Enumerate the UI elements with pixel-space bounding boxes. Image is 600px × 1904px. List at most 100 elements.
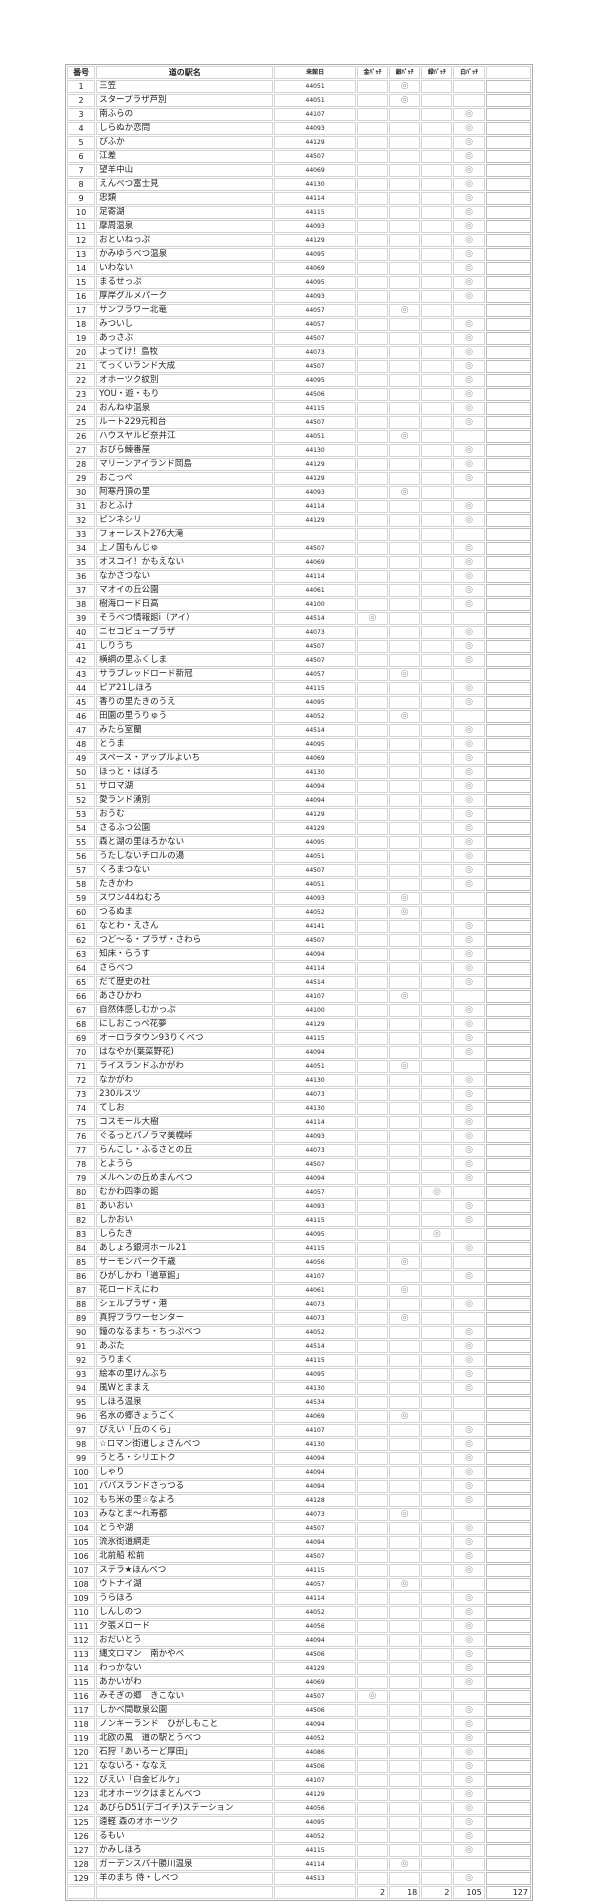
white-badge-mark-icon: ◎ bbox=[453, 654, 485, 667]
green-badge-cell bbox=[421, 1494, 453, 1507]
station-name: さるふつ公園 bbox=[96, 822, 274, 835]
extra-cell bbox=[485, 1032, 531, 1045]
station-name: さらべつ bbox=[96, 962, 274, 975]
row-number: 18 bbox=[67, 318, 96, 331]
totals-empty bbox=[67, 1886, 96, 1899]
row-number: 102 bbox=[67, 1494, 96, 1507]
visit-date: 44114 bbox=[274, 1116, 356, 1129]
gold-badge-cell bbox=[356, 920, 389, 933]
white-badge-cell bbox=[453, 304, 485, 317]
green-badge-cell bbox=[421, 948, 453, 961]
visit-date: 44114 bbox=[274, 500, 356, 513]
row-number: 97 bbox=[67, 1424, 96, 1437]
table-row: 75 コスモール大樹 44114 ◎ bbox=[67, 1116, 531, 1129]
extra-cell bbox=[485, 1508, 531, 1521]
silver-badge-cell bbox=[389, 654, 421, 667]
gold-badge-cell bbox=[356, 80, 389, 93]
row-number: 28 bbox=[67, 458, 96, 471]
extra-cell bbox=[485, 108, 531, 121]
silver-badge-cell bbox=[389, 248, 421, 261]
station-name: あしょろ銀河ホール21 bbox=[96, 1242, 274, 1255]
green-badge-cell bbox=[421, 780, 453, 793]
extra-cell bbox=[485, 514, 531, 527]
extra-cell bbox=[485, 1354, 531, 1367]
gold-badge-cell bbox=[356, 640, 389, 653]
table-row: 38 樹海ロード日高 44100 ◎ bbox=[67, 598, 531, 611]
table-row: 72 なかがわ 44130 ◎ bbox=[67, 1074, 531, 1087]
row-number: 50 bbox=[67, 766, 96, 779]
extra-cell bbox=[485, 1312, 531, 1325]
table-row: 4 しらぬか恋問 44093 ◎ bbox=[67, 122, 531, 135]
green-badge-cell bbox=[421, 458, 453, 471]
visit-date: 44052 bbox=[274, 710, 356, 723]
extra-cell bbox=[485, 1494, 531, 1507]
row-number: 98 bbox=[67, 1438, 96, 1451]
green-badge-mark-icon: ◎ bbox=[421, 1228, 453, 1241]
gold-badge-cell bbox=[356, 1508, 389, 1521]
gold-badge-cell bbox=[356, 1662, 389, 1675]
station-name: ガーデンスパ十勝川温泉 bbox=[96, 1858, 274, 1871]
gold-badge-cell bbox=[356, 1452, 389, 1465]
green-badge-cell bbox=[421, 122, 453, 135]
green-badge-cell bbox=[421, 1074, 453, 1087]
station-name: ライスランドふかがわ bbox=[96, 1060, 274, 1073]
header-row: 番号 道の駅名 来館日 金ﾊﾞｯﾁ 銀ﾊﾞｯﾁ 緑ﾊﾞｯﾁ 白ﾊﾞｯﾁ bbox=[67, 66, 531, 79]
gold-badge-cell bbox=[356, 150, 389, 163]
station-name: コスモール大樹 bbox=[96, 1116, 274, 1129]
silver-badge-mark-icon: ◎ bbox=[389, 1312, 421, 1325]
green-badge-cell bbox=[421, 1032, 453, 1045]
white-badge-cell bbox=[453, 1060, 485, 1073]
station-name: まるせっぷ bbox=[96, 276, 274, 289]
gold-badge-cell bbox=[356, 570, 389, 583]
extra-cell bbox=[485, 1102, 531, 1115]
silver-badge-cell bbox=[389, 584, 421, 597]
visit-date: 44506 bbox=[274, 1704, 356, 1717]
gold-badge-cell bbox=[356, 220, 389, 233]
visit-date: 44507 bbox=[274, 1550, 356, 1563]
gold-badge-cell bbox=[356, 248, 389, 261]
green-badge-cell bbox=[421, 584, 453, 597]
table-row: 40 ニセコビュープラザ 44073 ◎ bbox=[67, 626, 531, 639]
silver-badge-cell bbox=[389, 766, 421, 779]
green-badge-cell bbox=[421, 1214, 453, 1227]
station-name: おうむ bbox=[96, 808, 274, 821]
extra-cell bbox=[485, 80, 531, 93]
gold-badge-cell bbox=[356, 1186, 389, 1199]
table-row: 98 ☆ロマン街道しょさんべつ 44130 ◎ bbox=[67, 1438, 531, 1451]
gold-badge-cell bbox=[356, 416, 389, 429]
extra-cell bbox=[485, 1718, 531, 1731]
row-number: 42 bbox=[67, 654, 96, 667]
gold-badge-cell bbox=[356, 1494, 389, 1507]
green-badge-cell bbox=[421, 1102, 453, 1115]
gold-badge-cell bbox=[356, 1578, 389, 1591]
visit-date: 44073 bbox=[274, 1088, 356, 1101]
visit-date: 44094 bbox=[274, 1634, 356, 1647]
gold-badge-cell bbox=[356, 822, 389, 835]
white-badge-mark-icon: ◎ bbox=[453, 1046, 485, 1059]
extra-cell bbox=[485, 1564, 531, 1577]
row-number: 16 bbox=[67, 290, 96, 303]
extra-cell bbox=[485, 402, 531, 415]
green-badge-cell bbox=[421, 1256, 453, 1269]
row-number: 37 bbox=[67, 584, 96, 597]
silver-badge-cell bbox=[389, 332, 421, 345]
visit-date: 44093 bbox=[274, 1130, 356, 1143]
table-row: 89 真狩フラワーセンター 44073 ◎ bbox=[67, 1312, 531, 1325]
white-badge-mark-icon: ◎ bbox=[453, 1438, 485, 1451]
table-row: 121 なないろ・ななえ 44506 ◎ bbox=[67, 1760, 531, 1773]
visit-date: 44507 bbox=[274, 1158, 356, 1171]
silver-badge-cell bbox=[389, 1732, 421, 1745]
gold-badge-cell bbox=[356, 1158, 389, 1171]
station-name: てしお bbox=[96, 1102, 274, 1115]
silver-badge-cell bbox=[389, 1648, 421, 1661]
gold-badge-cell bbox=[356, 976, 389, 989]
white-badge-mark-icon: ◎ bbox=[453, 1466, 485, 1479]
station-name: そうべつ情報館i（アイ） bbox=[96, 612, 274, 625]
gold-badge-cell bbox=[356, 808, 389, 821]
gold-badge-cell bbox=[356, 136, 389, 149]
station-name: なとわ・えさん bbox=[96, 920, 274, 933]
station-name: はなやか(葉菜野花) bbox=[96, 1046, 274, 1059]
row-number: 32 bbox=[67, 514, 96, 527]
extra-cell bbox=[485, 1802, 531, 1815]
silver-badge-cell bbox=[389, 1480, 421, 1493]
